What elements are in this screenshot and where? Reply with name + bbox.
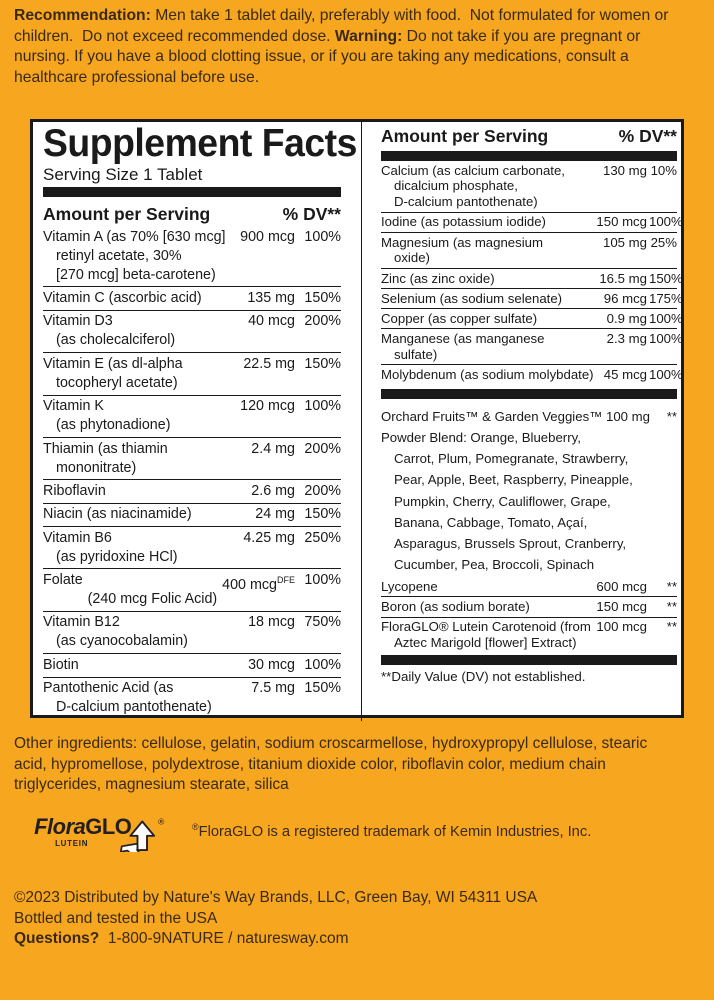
svg-text:®: ® — [158, 816, 165, 826]
svg-text:FloraGLO: FloraGLO — [34, 814, 132, 839]
svg-text:LUTEIN: LUTEIN — [55, 839, 88, 848]
